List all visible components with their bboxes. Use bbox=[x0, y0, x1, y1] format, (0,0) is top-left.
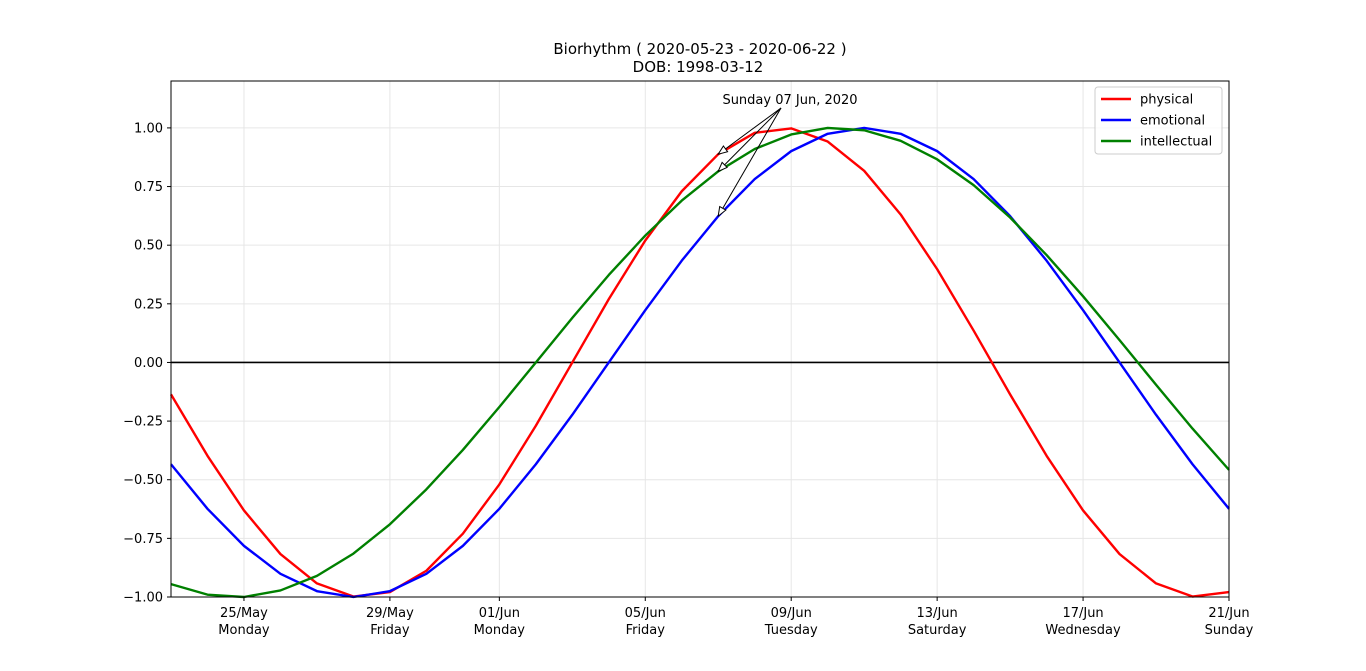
chart-title: Biorhythm ( 2020-05-23 - 2020-06-22 ) bbox=[553, 40, 846, 58]
x-tick-label: 21/Jun bbox=[1208, 606, 1249, 621]
annotation-arrowhead-physical bbox=[717, 145, 729, 156]
x-tick-weekday: Wednesday bbox=[1045, 623, 1121, 638]
x-tick-label: 29/May bbox=[366, 606, 414, 621]
y-tick-label: 0.75 bbox=[134, 180, 163, 195]
x-tick-weekday: Monday bbox=[474, 623, 526, 638]
y-tick-label: −0.75 bbox=[123, 532, 163, 547]
plot-area bbox=[170, 80, 1230, 598]
annotation-arrow-intellectual bbox=[724, 107, 782, 166]
annotation-arrowhead-emotional bbox=[717, 205, 727, 218]
annotation-arrow-emotional bbox=[722, 107, 782, 209]
legend: physical emotional intellectual bbox=[1094, 86, 1223, 155]
x-tick-weekday: Sunday bbox=[1205, 623, 1254, 638]
y-tick-label: −1.00 bbox=[123, 591, 163, 606]
y-tick-label: 0.25 bbox=[134, 297, 163, 312]
chart-subtitle: DOB: 1998-03-12 bbox=[633, 58, 764, 76]
series-line-intellectual bbox=[170, 126, 1230, 599]
x-tick-label: 09/Jun bbox=[771, 606, 812, 621]
legend-label-physical: physical bbox=[1140, 93, 1193, 108]
x-tick-weekday: Friday bbox=[626, 623, 666, 638]
x-tick-weekday: Tuesday bbox=[764, 623, 818, 638]
y-tick-label: 0.50 bbox=[134, 239, 163, 254]
y-tick-label: −0.50 bbox=[123, 473, 163, 488]
series-lines bbox=[169, 126, 1230, 599]
x-tick-weekday: Monday bbox=[218, 623, 270, 638]
x-axis: 25/May Monday 29/May Friday 01/Jun Monday 05/J… bbox=[218, 597, 1254, 638]
annotation-group: Sunday 07 Jun, 2020 bbox=[717, 93, 858, 218]
annotation-text: Sunday 07 Jun, 2020 bbox=[722, 93, 857, 108]
x-tick-label: 05/Jun bbox=[625, 606, 666, 621]
series-line-physical bbox=[169, 127, 1230, 598]
x-tick-label: 25/May bbox=[220, 606, 268, 621]
y-tick-label: 0.00 bbox=[134, 356, 163, 371]
x-tick-weekday: Friday bbox=[370, 623, 410, 638]
annotation-arrow-physical bbox=[725, 107, 782, 150]
legend-label-intellectual: intellectual bbox=[1140, 135, 1212, 150]
legend-label-emotional: emotional bbox=[1140, 114, 1205, 129]
annotation-arrowhead-intellectual bbox=[717, 161, 728, 173]
grid-lines bbox=[171, 81, 1230, 598]
x-tick-label: 17/Jun bbox=[1062, 606, 1103, 621]
x-tick-weekday: Saturday bbox=[908, 623, 967, 638]
y-tick-label: 1.00 bbox=[134, 121, 163, 136]
series-line-emotional bbox=[170, 126, 1230, 599]
legend-box bbox=[1094, 86, 1223, 155]
x-tick-label: 13/Jun bbox=[917, 606, 958, 621]
y-axis: −1.00 −0.75 −0.50 −0.25 0.00 0.25 0.50 0.75 1.00 bbox=[123, 121, 171, 606]
x-tick-label: 01/Jun bbox=[479, 606, 520, 621]
y-tick-label: −0.25 bbox=[123, 415, 163, 430]
